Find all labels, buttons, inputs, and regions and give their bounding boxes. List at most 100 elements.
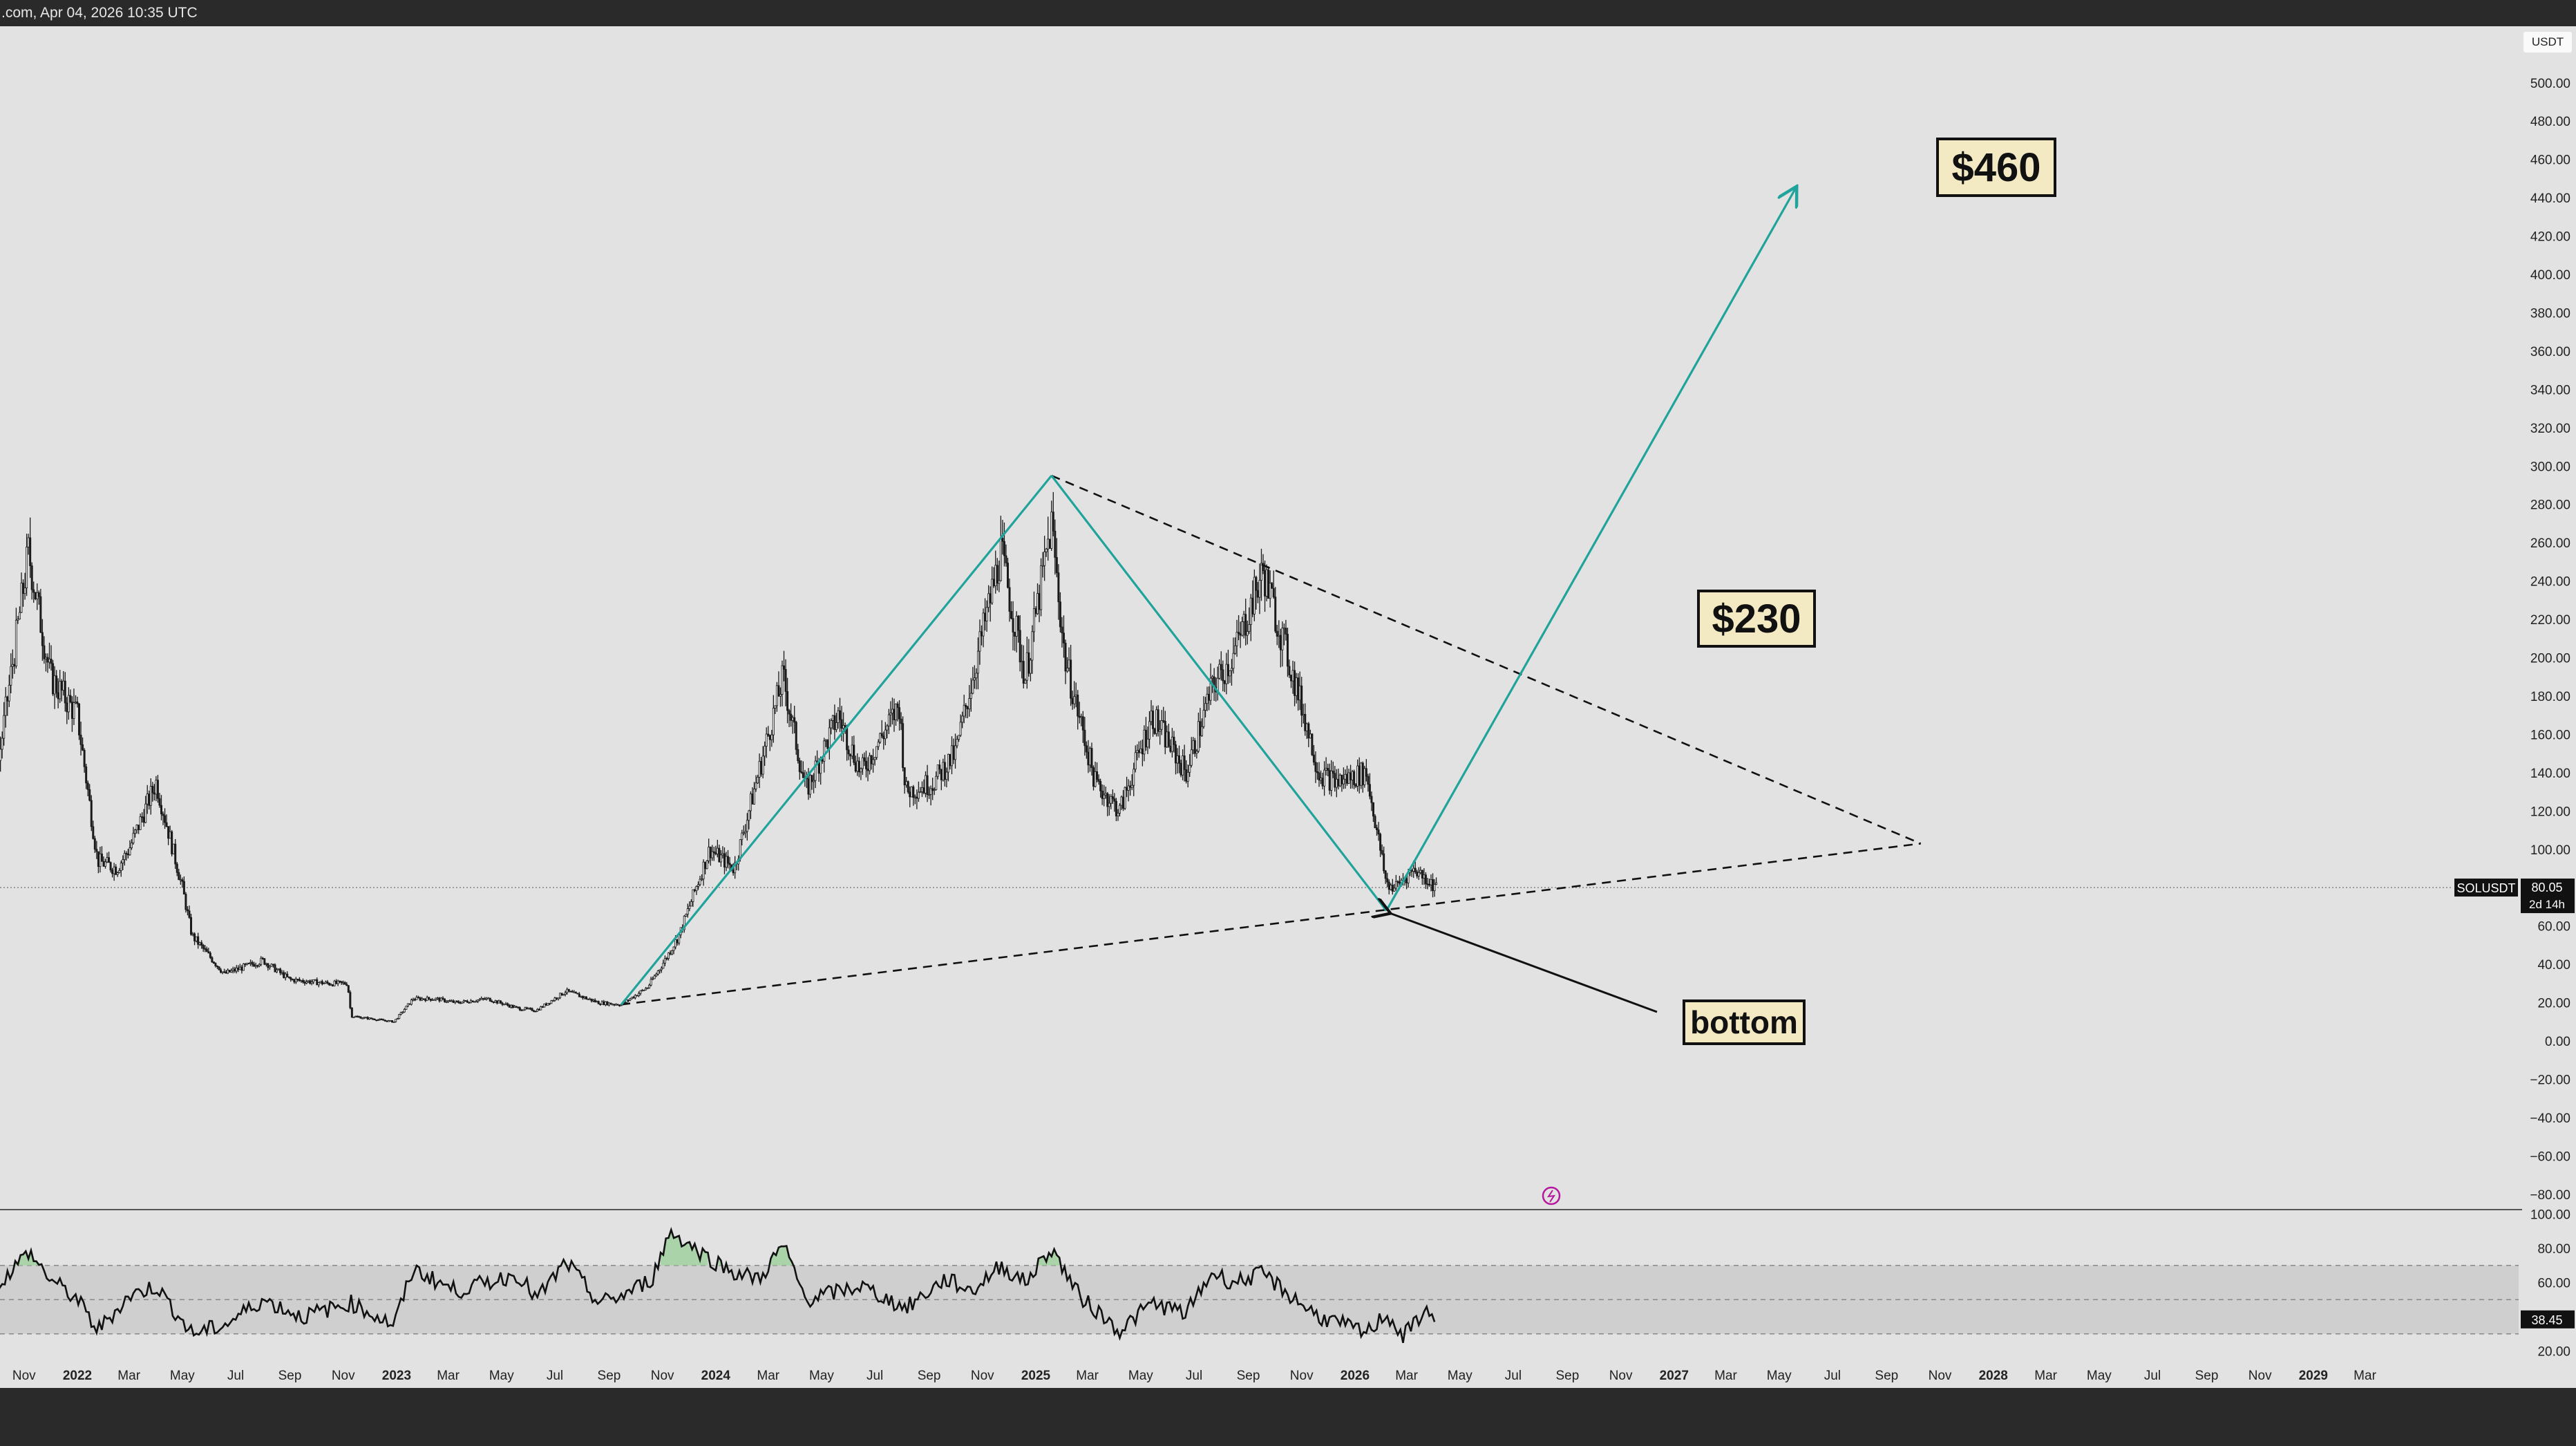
candle-body	[155, 780, 158, 795]
x-axis-tick: Jul	[1505, 1369, 1522, 1383]
candle-body	[853, 744, 855, 763]
candle-body	[1021, 661, 1023, 663]
candle-body	[856, 760, 859, 772]
candle-body	[663, 958, 666, 964]
candle-body	[1115, 800, 1117, 816]
candle-body	[1129, 785, 1132, 788]
candle-body	[639, 990, 642, 994]
candle-body	[332, 984, 334, 986]
candle-body	[13, 664, 16, 666]
candle-body	[1148, 721, 1151, 740]
candle-body	[824, 740, 827, 742]
candle-body	[699, 879, 701, 885]
candle-body	[686, 908, 689, 915]
currency-selector[interactable]: USDT	[2523, 32, 2572, 53]
candle-body	[1185, 769, 1188, 782]
candle-body	[1255, 576, 1258, 591]
candle-body	[627, 999, 629, 1002]
candle-body	[1031, 631, 1034, 661]
candle-body	[106, 857, 108, 863]
candle-body	[947, 753, 949, 773]
candle-body	[1047, 538, 1050, 550]
candle-body	[88, 789, 91, 801]
candle-body	[998, 580, 1001, 584]
candle-body	[784, 668, 787, 692]
candle-body	[1412, 867, 1415, 872]
candle-body	[877, 742, 880, 747]
candle-body	[1327, 768, 1329, 771]
candle-body	[244, 964, 247, 966]
candle-body	[398, 1014, 401, 1020]
candle-body	[1190, 749, 1193, 766]
candle-body	[557, 997, 560, 999]
candle-body	[712, 851, 715, 854]
candle-body	[531, 1008, 533, 1011]
candle-body	[146, 794, 149, 805]
candle-body	[1087, 751, 1090, 766]
candle-body	[721, 853, 724, 856]
chart-svg[interactable]: 500.00 480.00 460.00 440.00 420.00 400.00 380.…	[0, 26, 2576, 1388]
candle-body	[111, 870, 114, 874]
candle-body	[790, 713, 793, 721]
candle-body	[989, 593, 992, 603]
candle-body	[956, 739, 958, 747]
candle-body	[372, 1018, 375, 1020]
candle-body	[767, 733, 770, 736]
candle-body	[1055, 557, 1058, 574]
candle-body	[41, 632, 44, 646]
candle-body	[1424, 874, 1427, 885]
candle-body	[650, 979, 652, 986]
candle-body	[469, 1000, 472, 1004]
candle-body	[284, 973, 287, 978]
candle-body	[200, 942, 203, 946]
candle-body	[873, 757, 876, 760]
candle-body	[1104, 793, 1107, 796]
candle-body	[775, 685, 778, 706]
candle-body	[1370, 796, 1373, 803]
candle-body	[457, 1001, 460, 1004]
candle-body	[1253, 576, 1256, 614]
candle-body	[936, 764, 939, 777]
candle-body	[298, 979, 301, 982]
candle-body	[464, 1000, 467, 1002]
candle-body	[1430, 879, 1432, 885]
candle-body	[529, 1008, 532, 1010]
candle-body	[917, 791, 920, 799]
candle-body	[1312, 754, 1315, 763]
candle-body	[328, 982, 330, 986]
candle-body	[830, 720, 833, 729]
candle-body	[462, 1000, 465, 1002]
x-axis-tick: Jul	[1824, 1369, 1841, 1383]
candle-body	[821, 759, 824, 762]
candle-body	[1363, 768, 1366, 785]
candle-body	[1050, 511, 1053, 549]
candle-body	[978, 631, 981, 652]
candle-body	[274, 964, 276, 973]
candle-body	[1006, 563, 1009, 588]
candle-body	[1157, 709, 1159, 732]
rally-line	[620, 475, 1053, 1006]
candle-body	[100, 853, 103, 862]
candle-body	[64, 680, 66, 704]
candle-body	[1040, 565, 1043, 610]
candle-body	[1126, 787, 1128, 791]
candle-body	[23, 588, 26, 594]
candle-body	[1320, 778, 1323, 781]
candle-body	[293, 979, 296, 983]
candle-body	[636, 995, 638, 997]
candle-body	[1008, 587, 1011, 612]
candle-body	[1180, 762, 1182, 776]
candle-body	[178, 872, 180, 881]
price-axis-tick: −80.00	[2530, 1188, 2570, 1203]
candle-body	[893, 708, 896, 720]
candle-body	[744, 831, 747, 834]
rsi-axis-tick: 100.00	[2530, 1208, 2570, 1223]
candle-body	[195, 936, 198, 941]
candle-body	[1298, 685, 1301, 701]
candle-body	[907, 781, 909, 793]
chart-area[interactable]: 500.00 480.00 460.00 440.00 420.00 400.00 380.…	[0, 26, 2576, 1388]
candle-body	[585, 996, 588, 999]
candle-body	[294, 979, 297, 983]
price-tag	[2521, 879, 2575, 914]
candle-body	[321, 981, 323, 984]
